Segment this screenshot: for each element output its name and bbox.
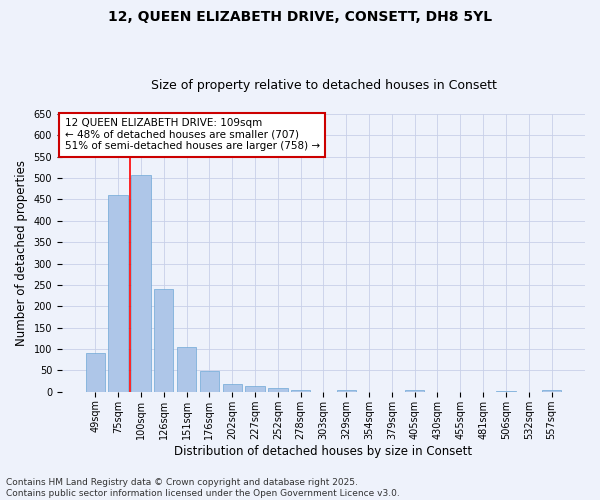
Text: 12, QUEEN ELIZABETH DRIVE, CONSETT, DH8 5YL: 12, QUEEN ELIZABETH DRIVE, CONSETT, DH8 …: [108, 10, 492, 24]
Title: Size of property relative to detached houses in Consett: Size of property relative to detached ho…: [151, 79, 496, 92]
Bar: [109, 195, 128, 392]
Y-axis label: Number of detached properties: Number of detached properties: [15, 160, 28, 346]
Bar: [223, 384, 242, 392]
Text: Contains HM Land Registry data © Crown copyright and database right 2025.
Contai: Contains HM Land Registry data © Crown c…: [6, 478, 400, 498]
Bar: [496, 390, 515, 392]
Bar: [291, 390, 310, 392]
Bar: [405, 390, 424, 392]
Bar: [154, 289, 173, 392]
Bar: [200, 372, 219, 392]
Bar: [177, 348, 196, 392]
Bar: [131, 174, 151, 392]
X-axis label: Distribution of detached houses by size in Consett: Distribution of detached houses by size …: [175, 444, 473, 458]
Bar: [542, 390, 561, 392]
Bar: [337, 390, 356, 392]
Text: 12 QUEEN ELIZABETH DRIVE: 109sqm
← 48% of detached houses are smaller (707)
51% : 12 QUEEN ELIZABETH DRIVE: 109sqm ← 48% o…: [65, 118, 320, 152]
Bar: [268, 388, 287, 392]
Bar: [86, 354, 105, 392]
Bar: [245, 386, 265, 392]
